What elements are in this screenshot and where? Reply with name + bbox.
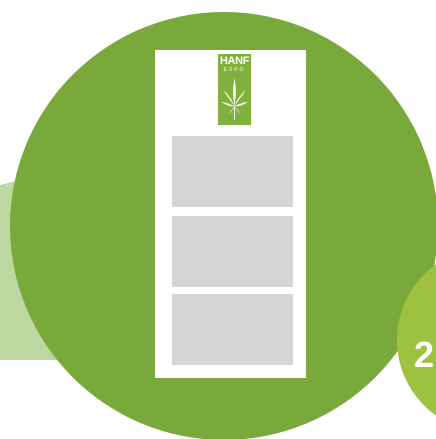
panel-slot-1 <box>172 136 293 207</box>
cannabis-leaf-icon <box>221 78 248 120</box>
badge-number: 2 <box>414 334 435 375</box>
hanf-expo-logo: HANF EXPO <box>218 54 251 125</box>
logo-sub: EXPO <box>223 67 246 73</box>
badge-circle <box>397 264 436 416</box>
logo-word: HANF <box>219 55 250 67</box>
panel-slot-2 <box>172 216 293 287</box>
panel-slot-3 <box>172 294 293 365</box>
display-stand-panel: HANF EXPO <box>155 50 306 378</box>
